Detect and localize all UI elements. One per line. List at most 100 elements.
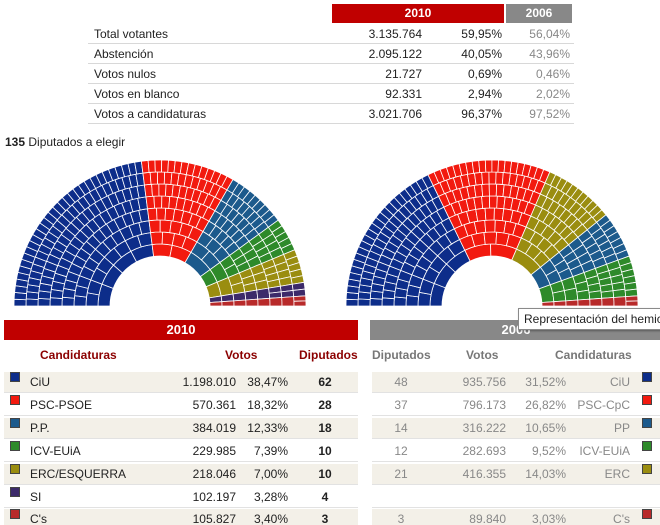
- seat-block-c-s[interactable]: [553, 300, 567, 307]
- seat-block-ciu[interactable]: [49, 297, 63, 307]
- table-row[interactable]: 14 316.222 10,65% PP: [372, 418, 660, 439]
- seat-block-psc-psoe[interactable]: [151, 183, 160, 197]
- table-row[interactable]: [372, 487, 660, 508]
- party-seats: 10: [318, 467, 332, 481]
- seat-block-si[interactable]: [244, 289, 259, 301]
- party-pct: 18,32%: [247, 398, 288, 412]
- seat-block-psc-cpc[interactable]: [488, 171, 497, 185]
- seat-block-c-s[interactable]: [577, 298, 591, 307]
- seat-block-psc-psoe[interactable]: [156, 171, 166, 185]
- seat-block-psc-cpc[interactable]: [473, 184, 484, 198]
- seat-block-psc-psoe[interactable]: [158, 183, 167, 197]
- seat-block-c-s[interactable]: [625, 300, 639, 307]
- seat-block-psc-cpc[interactable]: [484, 159, 493, 173]
- seat-block-ciu[interactable]: [13, 298, 27, 307]
- seat-block-c-s[interactable]: [293, 300, 307, 307]
- seat-block-icv-euia[interactable]: [563, 287, 579, 302]
- seat-block-psc-cpc[interactable]: [489, 195, 498, 209]
- seat-block-psc-psoe[interactable]: [142, 171, 152, 186]
- summary-label: Abstención: [94, 47, 154, 61]
- seat-block-c-s[interactable]: [293, 295, 307, 302]
- seat-block-psc-psoe[interactable]: [150, 231, 163, 245]
- table-row[interactable]: CiU 1.198.010 38,47% 62: [4, 372, 358, 393]
- seat-block-si[interactable]: [256, 287, 271, 300]
- seat-block-psc-cpc[interactable]: [491, 159, 499, 173]
- seat-block-psc-psoe[interactable]: [161, 159, 169, 173]
- table-row[interactable]: C's 105.827 3,40% 3: [4, 509, 358, 525]
- seat-block-icv-euia[interactable]: [600, 290, 615, 299]
- table-row[interactable]: ICV-EUiA 229.985 7,39% 10: [4, 441, 358, 462]
- party-pct: 38,47%: [247, 375, 288, 389]
- col-diputados-2006[interactable]: Diputados: [372, 348, 431, 362]
- seat-block-c-s[interactable]: [257, 297, 271, 307]
- table-row[interactable]: 37 796.173 26,82% PSC-CpC: [372, 395, 660, 416]
- seat-block-psc-psoe[interactable]: [154, 159, 163, 173]
- seat-block-psc-psoe[interactable]: [147, 159, 156, 173]
- seat-block-psc-cpc[interactable]: [481, 183, 490, 197]
- seat-block-ciu[interactable]: [393, 296, 407, 307]
- seat-block-c-s[interactable]: [565, 299, 579, 307]
- seat-block-c-s[interactable]: [221, 300, 235, 307]
- seat-block-psc-cpc[interactable]: [488, 183, 498, 197]
- header-2010-bar: 2010: [4, 320, 358, 340]
- seat-block-psc-psoe[interactable]: [153, 195, 163, 209]
- seat-block-ciu[interactable]: [357, 298, 371, 307]
- seat-block-ciu[interactable]: [381, 297, 395, 307]
- seat-block-psc-psoe[interactable]: [147, 207, 158, 222]
- table-row[interactable]: 12 282.693 9,52% ICV-EUiA: [372, 441, 660, 462]
- seat-block-psc-psoe[interactable]: [143, 183, 153, 198]
- seat-block-psc-cpc[interactable]: [481, 195, 491, 209]
- seat-block-c-s[interactable]: [613, 296, 627, 307]
- col-candidaturas[interactable]: Candidaturas: [40, 348, 117, 362]
- seat-block-si[interactable]: [232, 291, 247, 302]
- seat-block-icv-euia[interactable]: [576, 289, 591, 301]
- seat-block-psc-cpc[interactable]: [473, 219, 487, 235]
- seat-block-c-s[interactable]: [281, 296, 295, 307]
- seat-block-ciu[interactable]: [369, 298, 383, 307]
- seat-block-ciu[interactable]: [25, 298, 39, 307]
- seat-block-ciu[interactable]: [37, 297, 51, 307]
- col-candidaturas-2006[interactable]: Candidaturas: [555, 348, 632, 362]
- seat-block-psc-cpc[interactable]: [478, 159, 487, 173]
- seat-block-psc-cpc[interactable]: [475, 207, 487, 222]
- party-color-swatch: [10, 372, 20, 382]
- seat-block-c-s[interactable]: [541, 301, 555, 307]
- seat-block-ciu[interactable]: [61, 296, 75, 307]
- table-row[interactable]: P.P. 384.019 12,33% 18: [4, 418, 358, 439]
- party-color-swatch: [10, 487, 20, 497]
- seat-block-psc-psoe[interactable]: [148, 219, 161, 234]
- seat-block-psc-cpc[interactable]: [481, 171, 490, 185]
- seat-block-c-s[interactable]: [269, 297, 283, 307]
- seat-block-si[interactable]: [292, 288, 307, 298]
- col-votos[interactable]: Votos: [225, 348, 258, 362]
- seat-block-psc-cpc[interactable]: [484, 219, 496, 233]
- seat-block-c-s[interactable]: [625, 295, 639, 302]
- seat-block-c-s[interactable]: [209, 301, 223, 307]
- seat-block-icv-euia[interactable]: [588, 290, 603, 300]
- seat-block-ciu[interactable]: [345, 298, 359, 307]
- table-row[interactable]: 3 89.840 3,03% C's: [372, 509, 660, 525]
- hemicycle-2006[interactable]: [332, 150, 660, 310]
- table-row[interactable]: 48 935.756 31,52% CiU: [372, 372, 660, 393]
- table-row[interactable]: SI 102.197 3,28% 4: [4, 487, 358, 508]
- seat-block-c-s[interactable]: [601, 297, 615, 307]
- seat-block-c-s[interactable]: [589, 297, 603, 307]
- seat-block-psc-cpc[interactable]: [484, 207, 495, 221]
- seat-block-c-s[interactable]: [245, 298, 259, 307]
- hemicycle-2010[interactable]: [0, 150, 330, 310]
- col-diputados[interactable]: Diputados: [299, 348, 358, 362]
- seat-block-psc-cpc[interactable]: [483, 231, 498, 245]
- table-row[interactable]: 21 416.355 14,03% ERC: [372, 464, 660, 485]
- seat-block-psc-psoe[interactable]: [145, 195, 155, 210]
- party-seats: 62: [318, 375, 332, 389]
- seat-block-icv-euia[interactable]: [624, 288, 639, 298]
- seat-block-psc-psoe[interactable]: [149, 171, 159, 185]
- seat-block-icv-euia[interactable]: [612, 288, 627, 298]
- table-row[interactable]: PSC-PSOE 570.361 18,32% 28: [4, 395, 358, 416]
- seat-block-psc-psoe[interactable]: [151, 243, 173, 258]
- seat-block-psc-cpc[interactable]: [474, 171, 484, 186]
- col-votos-2006[interactable]: Votos: [466, 348, 499, 362]
- seat-block-psc-psoe[interactable]: [156, 207, 167, 221]
- table-row[interactable]: ERC/ESQUERRA 218.046 7,00% 10: [4, 464, 358, 485]
- seat-block-c-s[interactable]: [233, 299, 247, 307]
